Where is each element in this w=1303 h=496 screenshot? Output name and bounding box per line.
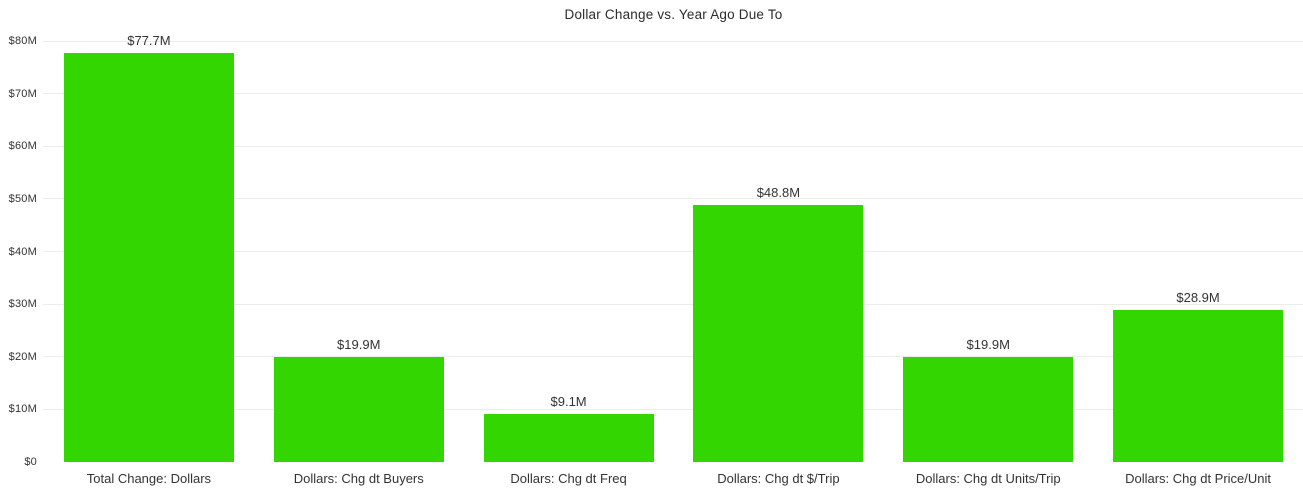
bar-value-label: $77.7M <box>127 33 171 49</box>
y-axis-tick-label: $40M <box>8 245 37 258</box>
bar-value-label: $28.9M <box>1176 289 1220 305</box>
y-axis-tick-label: $70M <box>8 87 37 100</box>
y-axis-tick-label: $60M <box>8 140 37 153</box>
gridline <box>43 145 1303 147</box>
bar-value-label: $9.1M <box>550 394 587 410</box>
bar[interactable] <box>273 357 444 462</box>
bar[interactable] <box>1113 309 1284 462</box>
y-axis-tick-label: $50M <box>8 192 37 205</box>
gridline <box>43 93 1303 95</box>
bar[interactable] <box>693 205 864 462</box>
bar-value-label: $19.9M <box>966 337 1010 353</box>
bar[interactable] <box>903 357 1074 462</box>
gridline <box>43 251 1303 252</box>
y-axis-tick-label: $0 <box>24 456 37 468</box>
chart-title: Dollar Change vs. Year Ago Due To <box>564 7 783 22</box>
bar-value-label: $48.8M <box>756 185 801 201</box>
gridline <box>43 40 1303 42</box>
x-axis-category-label: Dollars: Chg dt Buyers <box>293 471 424 486</box>
gridline <box>43 356 1303 358</box>
gridline <box>43 303 1303 305</box>
x-axis: Total Change: Dollars Dollars: Chg dt Buy… <box>44 462 1303 486</box>
x-axis-category-label: Dollars: Chg dt Freq <box>510 471 627 486</box>
gridline <box>43 408 1303 410</box>
bar[interactable] <box>483 414 654 462</box>
y-axis-tick-label: $80M <box>8 35 37 47</box>
gridline <box>43 198 1303 200</box>
y-axis-tick-label: $10M <box>8 403 37 416</box>
bar-group: $19.9M <box>883 337 1093 462</box>
bar-group: $77.7M <box>44 33 254 462</box>
plot-area: $77.7M $19.9M $9.1M $48.8M $19.9M $28.9M <box>44 0 1303 462</box>
bar-group: $28.9M <box>1093 290 1303 462</box>
y-axis-tick-label: $30M <box>8 298 37 311</box>
bar-value-label: $19.9M <box>337 337 381 353</box>
x-axis-category-label: Dollars: Chg dt Price/Unit <box>1125 471 1272 486</box>
bar-group: $19.9M <box>254 337 464 462</box>
bar-group: $9.1M <box>464 394 674 462</box>
bar-group: $48.8M <box>673 185 883 462</box>
x-axis-category-label: Dollars: Chg dt $/Trip <box>717 471 840 486</box>
x-axis-category-label: Total Change: Dollars <box>86 471 212 486</box>
y-axis-tick-label: $20M <box>8 350 37 363</box>
bar[interactable] <box>63 53 234 462</box>
x-axis-category-label: Dollars: Chg dt Units/Trip <box>915 471 1061 486</box>
